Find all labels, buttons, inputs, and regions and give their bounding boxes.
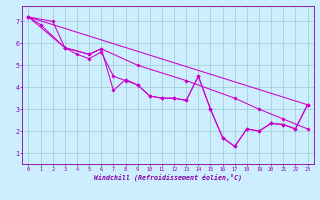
X-axis label: Windchill (Refroidissement éolien,°C): Windchill (Refroidissement éolien,°C): [94, 174, 242, 181]
